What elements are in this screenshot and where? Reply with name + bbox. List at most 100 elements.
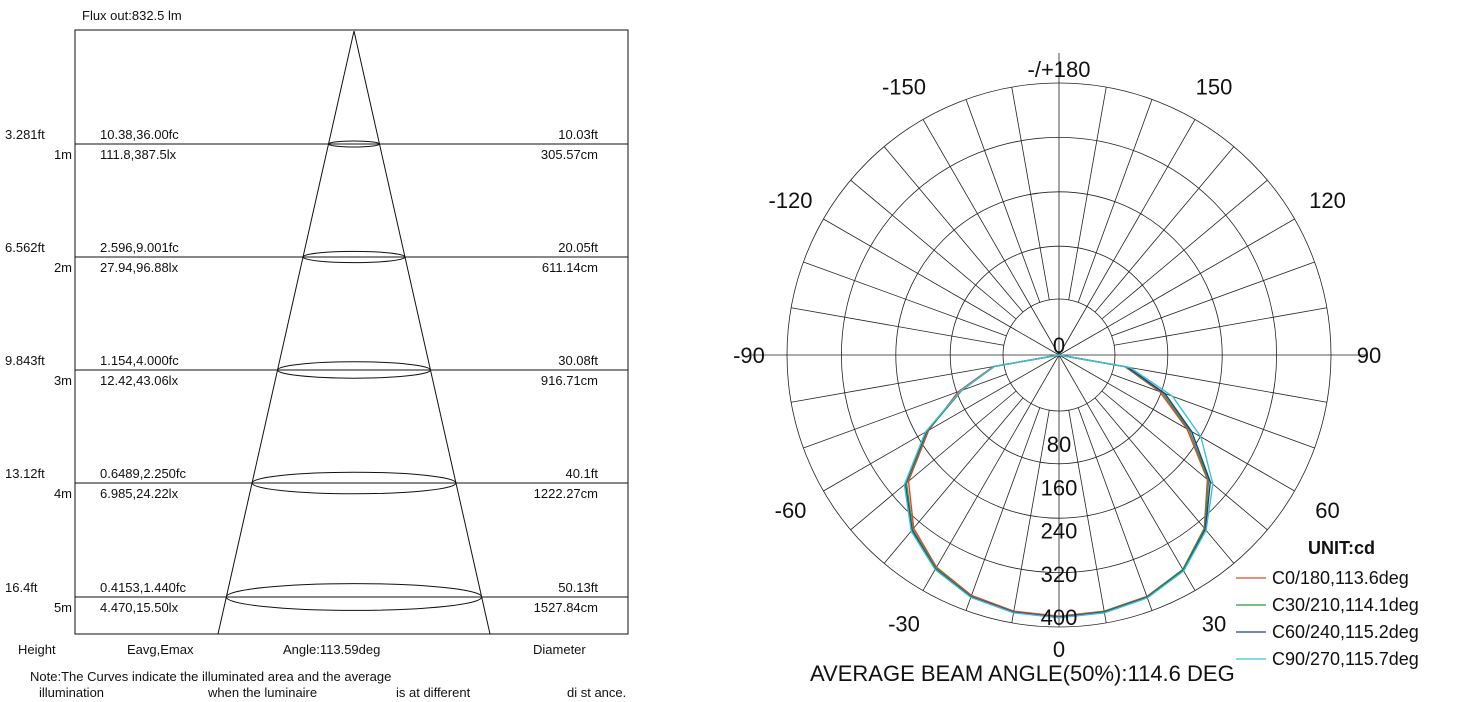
diameter-ft: 10.03ft <box>558 127 598 142</box>
cone-right-edge <box>353 30 491 635</box>
radial-label: 80 <box>1047 432 1071 457</box>
note-line-2b: when the luminaire <box>207 685 317 700</box>
diameter-cm: 305.57cm <box>541 147 598 162</box>
polar-spoke <box>1011 410 1050 623</box>
height-ft: 13.12ft <box>5 466 45 481</box>
height-ft: 9.843ft <box>5 353 45 368</box>
cone-frame <box>74 29 629 635</box>
height-m: 5m <box>54 600 72 615</box>
polar-spoke <box>1068 87 1107 300</box>
polar-spoke <box>1101 179 1268 320</box>
radial-label: 0 <box>1053 333 1065 358</box>
polar-spoke <box>1094 146 1235 313</box>
polar-spoke <box>1101 390 1268 531</box>
legend-entry: C60/240,115.2deg <box>1272 622 1419 642</box>
diameter-ft: 20.05ft <box>558 240 598 255</box>
polar-spoke <box>1068 410 1107 623</box>
polar-angle-labels: -/+180 150 -150 120 -120 90 -90 60 -60 30 -30 0 <box>733 57 1381 662</box>
legend-entry: C90/270,115.7deg <box>1272 649 1419 669</box>
polar-spoke <box>791 364 1004 403</box>
diameter-cm: 916.71cm <box>541 373 598 388</box>
angle-label: -120 <box>769 188 813 213</box>
height-m: 3m <box>54 373 72 388</box>
polar-radial-labels: 0 80 160 240 320 400 <box>1041 333 1078 630</box>
polar-spoke <box>1094 397 1235 564</box>
note-line-1: Note:The Curves indicate the illuminated… <box>30 669 391 684</box>
polar-chart: -/+180 150 -150 120 -120 90 -90 60 -60 30 -30 0 0 80… <box>733 53 1419 686</box>
legend-entry: C30/210,114.1deg <box>1272 595 1419 615</box>
polar-spoke <box>1058 218 1295 356</box>
note-line-2d: di st ance. <box>567 685 626 700</box>
polar-spoke <box>1011 87 1050 300</box>
angle-label: -90 <box>733 343 765 368</box>
polar-spoke <box>883 146 1024 313</box>
diameter-ft: 40.1ft <box>565 466 598 481</box>
radial-label: 320 <box>1041 562 1078 587</box>
height-header: Height <box>18 642 56 657</box>
illuminated-area-ellipse <box>277 361 431 379</box>
intensity-curve <box>903 354 1214 619</box>
polar-legend: UNIT:cd C0/180,113.6deg C30/210,114.1deg C… <box>1236 538 1419 669</box>
polar-spoke <box>823 218 1060 356</box>
diameter-cm: 611.14cm <box>542 260 598 275</box>
illuminated-area-ellipse <box>225 583 483 611</box>
eavg-header: Eavg,Emax <box>127 642 194 657</box>
illuminance-fc: 10.38,36.00fc <box>100 127 179 142</box>
polar-spoke <box>1058 354 1196 591</box>
diameter-cm: 1527.84cm <box>534 600 598 615</box>
polar-spoke <box>1111 373 1315 449</box>
angle-label: -60 <box>775 498 807 523</box>
angle-label: 120 <box>1309 188 1346 213</box>
illuminance-lx: 12.42,43.06lx <box>100 373 179 388</box>
unit-label: UNIT:cd <box>1308 538 1375 558</box>
angle-label: -30 <box>888 611 920 636</box>
illuminance-fc: 0.4153,1.440fc <box>100 580 187 595</box>
polar-spoke <box>803 373 1007 449</box>
angle-label: 0 <box>1053 637 1065 662</box>
radial-label: 160 <box>1041 475 1078 500</box>
legend-entry: C0/180,113.6deg <box>1272 568 1409 588</box>
note-line-2c: is at different <box>396 685 471 700</box>
polar-spoke <box>850 390 1017 531</box>
height-m: 4m <box>54 486 72 501</box>
polar-spoke <box>965 407 1041 611</box>
diameter-ft: 50.13ft <box>558 580 598 595</box>
polar-spoke <box>803 261 1007 337</box>
illuminance-fc: 1.154,4.000fc <box>100 353 179 368</box>
height-ft: 16.4ft <box>5 580 38 595</box>
radial-label: 400 <box>1041 605 1078 630</box>
polar-spoke <box>1114 307 1327 346</box>
polar-spoke <box>1077 407 1153 611</box>
angle-label: 30 <box>1202 611 1226 636</box>
diameter-cm: 1222.27cm <box>534 486 598 501</box>
polar-spoke <box>1114 364 1327 403</box>
cone-chart: Flux out:832.5 lm 3.281ft 1m 10.38,36.00fc… <box>5 8 629 700</box>
polar-grid <box>752 53 1366 628</box>
angle-label: 90 <box>1357 343 1381 368</box>
height-m: 2m <box>54 260 72 275</box>
angle-label: 150 <box>1196 75 1233 100</box>
angle-label: -150 <box>882 75 926 100</box>
illuminance-fc: 0.6489,2.250fc <box>100 466 187 481</box>
illuminance-lx: 6.985,24.22lx <box>100 486 179 501</box>
note-line-2a: illumination <box>39 685 104 700</box>
angle-header: Angle:113.59deg <box>283 642 380 657</box>
height-m: 1m <box>54 147 72 162</box>
beam-angle-note: AVERAGE BEAM ANGLE(50%):114.6 DEG <box>810 661 1235 686</box>
diameter-header: Diameter <box>533 642 586 657</box>
polar-spoke <box>883 397 1024 564</box>
height-ft: 3.281ft <box>5 127 45 142</box>
illuminated-area-ellipse <box>251 471 457 495</box>
polar-spoke <box>791 307 1004 346</box>
polar-spoke <box>823 354 1060 492</box>
polar-spoke <box>922 119 1060 356</box>
polar-spoke <box>1058 354 1295 492</box>
polar-spoke <box>1077 99 1153 303</box>
height-ft: 6.562ft <box>5 240 45 255</box>
angle-label: -/+180 <box>1028 57 1091 82</box>
illuminance-lx: 4.470,15.50lx <box>100 600 179 615</box>
illuminated-area-ellipse <box>328 140 380 148</box>
illuminance-fc: 2.596,9.001fc <box>100 240 179 255</box>
polar-curves <box>903 354 1214 619</box>
